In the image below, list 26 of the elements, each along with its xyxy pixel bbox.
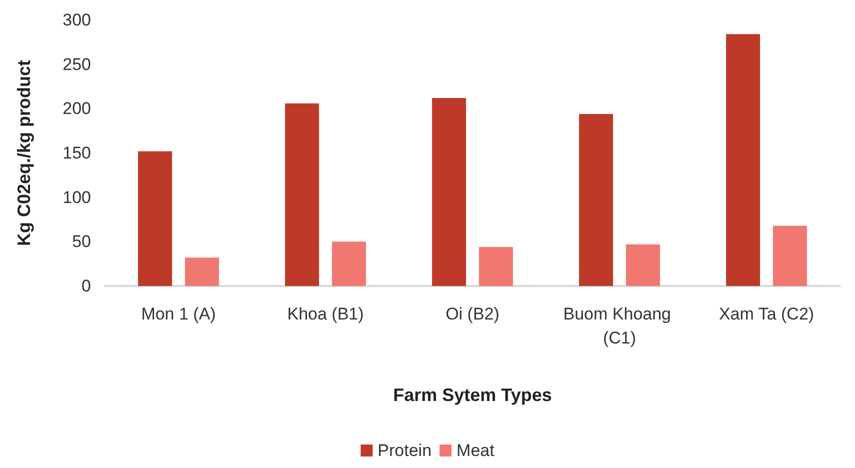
y-tick-label: 50 (72, 232, 91, 252)
y-tick-label: 150 (62, 144, 91, 162)
x-axis-title: Farm Sytem Types (393, 385, 552, 405)
x-tick-label: Xam Ta (C2) (718, 304, 814, 324)
legend-label: Meat (456, 441, 495, 460)
bar (332, 242, 366, 286)
x-tick-label: Oi (B2) (446, 304, 500, 324)
bar (579, 114, 614, 286)
y-axis-title: Kg C02eq./kg product (14, 60, 34, 246)
y-tick-label: 200 (62, 99, 91, 118)
x-tick-label: Mon 1 (A) (141, 304, 216, 324)
bar (726, 34, 760, 286)
bar (478, 246, 513, 286)
bar (285, 103, 320, 286)
bar (138, 151, 172, 286)
x-tick-label: Khoa (B1) (287, 304, 364, 324)
y-tick-label: 100 (62, 188, 91, 207)
bar (772, 226, 807, 286)
bar (626, 244, 660, 286)
legend-label: Protein (378, 441, 432, 460)
y-tick-label: 250 (62, 54, 91, 74)
y-tick-label: 300 (62, 10, 91, 30)
bar (432, 98, 466, 286)
y-tick-label: 0 (82, 276, 91, 296)
bar (184, 258, 219, 286)
x-tick-label: Buom Khoang (C1) (563, 304, 676, 348)
